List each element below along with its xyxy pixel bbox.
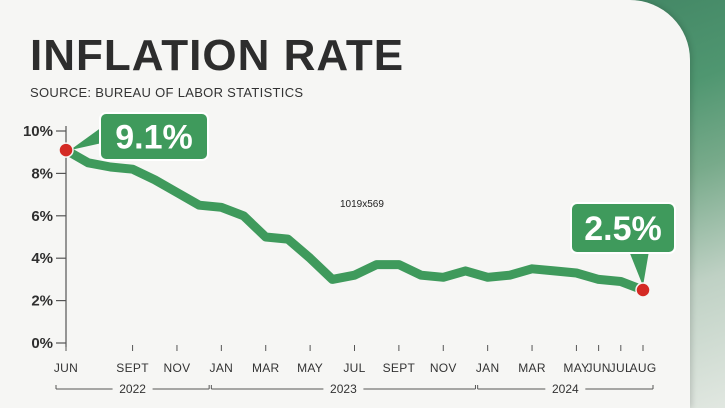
year-label: 2023 bbox=[330, 382, 357, 396]
dimension-watermark: 1019x569 bbox=[340, 199, 384, 210]
x-tick-label: AUG bbox=[630, 361, 657, 375]
callout-label: 9.1% bbox=[115, 119, 193, 157]
x-tick-label: MAR bbox=[252, 361, 280, 375]
x-tick-label: MAR bbox=[518, 361, 546, 375]
x-tick-label: MAY bbox=[297, 361, 323, 375]
highlight-dot bbox=[635, 282, 651, 298]
callout-label: 2.5% bbox=[584, 210, 662, 248]
callout-pointer bbox=[70, 127, 102, 151]
y-tick-label: 0% bbox=[31, 335, 53, 352]
x-tick-label: JUN bbox=[54, 361, 78, 375]
callout-box bbox=[99, 112, 209, 161]
highlight-dot bbox=[58, 142, 74, 158]
x-tick-label: JAN bbox=[210, 361, 234, 375]
chart-title: INFLATION RATE bbox=[30, 31, 405, 80]
chart-source: SOURCE: BUREAU OF LABOR STATISTICS bbox=[30, 85, 304, 100]
x-tick-label: NOV bbox=[164, 361, 191, 375]
y-tick-label: 2% bbox=[31, 293, 53, 310]
x-tick-label: JAN bbox=[476, 361, 500, 375]
callout-box bbox=[570, 202, 676, 254]
x-tick-label: NOV bbox=[430, 361, 457, 375]
x-tick-label: SEPT bbox=[116, 361, 149, 375]
y-tick-label: 10% bbox=[23, 123, 53, 140]
x-tick-label: JUL bbox=[610, 361, 632, 375]
callout-pointer bbox=[629, 251, 649, 286]
x-tick-label: JUN bbox=[586, 361, 610, 375]
y-tick-label: 8% bbox=[31, 165, 53, 182]
x-tick-label: MAY bbox=[563, 361, 589, 375]
inflation-series-line bbox=[61, 145, 648, 295]
year-label: 2024 bbox=[552, 382, 579, 396]
year-label: 2022 bbox=[119, 382, 146, 396]
y-tick-label: 6% bbox=[31, 208, 53, 225]
y-tick-label: 4% bbox=[31, 250, 53, 267]
x-tick-label: SEPT bbox=[383, 361, 416, 375]
x-tick-label: JUL bbox=[343, 361, 365, 375]
